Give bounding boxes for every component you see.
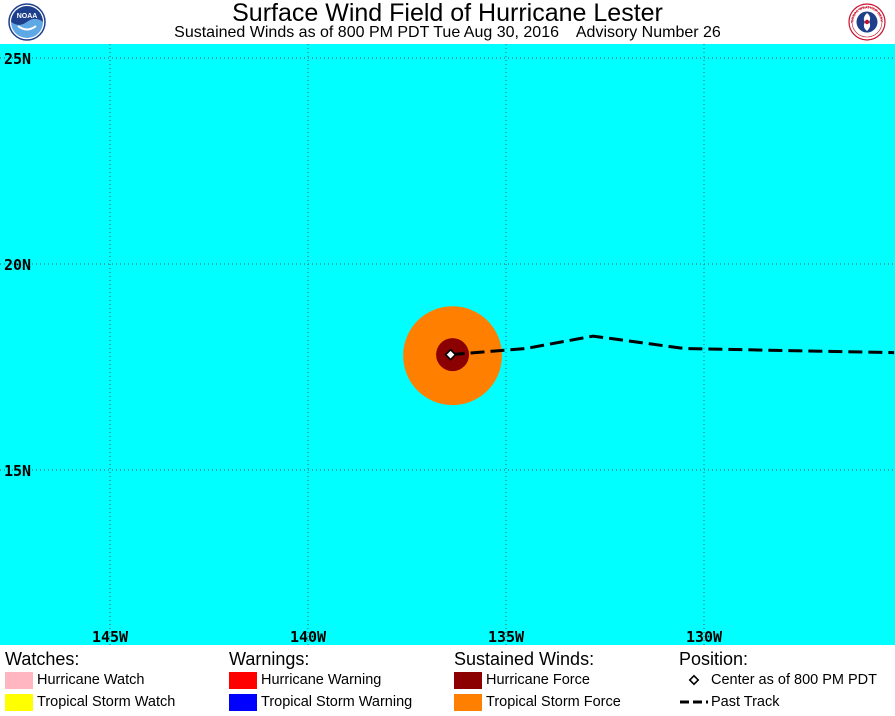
hurricane-warning-swatch <box>229 671 257 689</box>
header: NOAA Surface Wind Field of Hurricane Les… <box>0 0 895 44</box>
watches-heading: Watches: <box>5 649 80 669</box>
map-subtitle: Sustained Winds as of 800 PM PDT Tue Aug… <box>174 24 721 41</box>
legend-hurricane-watch: Hurricane Watch <box>5 671 144 689</box>
tropical-storm-force-label: Tropical Storm Force <box>486 694 621 710</box>
longitude-label: 145W <box>92 628 129 645</box>
position-heading: Position: <box>679 649 749 669</box>
warnings-heading: Warnings: <box>229 649 310 669</box>
noaa-logo: NOAA <box>8 3 46 41</box>
svg-text:NOAA: NOAA <box>17 13 38 20</box>
hurricane-watch-swatch <box>5 671 33 689</box>
tropical-storm-warning-swatch <box>229 693 257 711</box>
tropical-storm-watch-swatch <box>5 693 33 711</box>
center-position-label: Center as of 800 PM PDT <box>711 672 878 688</box>
longitude-label: 130W <box>686 628 723 645</box>
dashed-line-icon <box>679 693 709 711</box>
legend-tropical-storm-watch: Tropical Storm Watch <box>5 693 175 711</box>
legend-center-position: Center as of 800 PM PDT <box>679 671 877 689</box>
latitude-label: 15N <box>4 462 31 480</box>
legend-hurricane-force: Hurricane Force <box>454 671 590 689</box>
hurricane-warning-label: Hurricane Warning <box>261 672 382 688</box>
past-track-label: Past Track <box>711 694 780 710</box>
tropical-storm-force-swatch <box>454 693 482 711</box>
nws-logo: NATIONAL WEATHER SERVICE <box>848 3 886 41</box>
hurricane-force-label: Hurricane Force <box>486 672 590 688</box>
grid-labels: 145W 140W 135W 130W 25N 20N 15N <box>4 50 723 645</box>
tropical-storm-watch-label: Tropical Storm Watch <box>37 694 176 710</box>
sustained-winds-heading: Sustained Winds: <box>454 649 595 669</box>
past-track-line <box>450 334 895 357</box>
map-title: Surface Wind Field of Hurricane Lester <box>232 0 663 27</box>
legend-hurricane-warning: Hurricane Warning <box>229 671 381 689</box>
hurricane-watch-label: Hurricane Watch <box>37 672 145 688</box>
latitude-label: 25N <box>4 50 31 68</box>
lat-lon-grid <box>0 44 895 645</box>
legend: Watches: Hurricane Watch Tropical Storm … <box>0 645 895 716</box>
tropical-storm-warning-label: Tropical Storm Warning <box>261 694 413 710</box>
storm-center-marker <box>444 348 457 361</box>
longitude-label: 140W <box>290 628 327 645</box>
wind-field-map: 145W 140W 135W 130W 25N 20N 15N <box>0 44 895 645</box>
hurricane-force-swatch <box>454 671 482 689</box>
longitude-label: 135W <box>488 628 525 645</box>
center-diamond-icon <box>679 671 709 689</box>
legend-tropical-storm-warning: Tropical Storm Warning <box>229 693 412 711</box>
legend-past-track: Past Track <box>679 693 780 711</box>
legend-tropical-storm-force: Tropical Storm Force <box>454 693 621 711</box>
latitude-label: 20N <box>4 256 31 274</box>
